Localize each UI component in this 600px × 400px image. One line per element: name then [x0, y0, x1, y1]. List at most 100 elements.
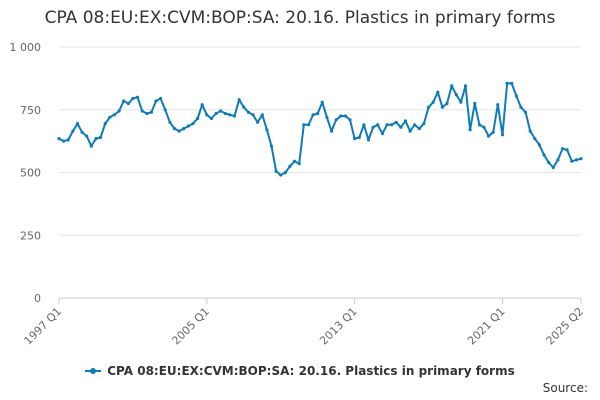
data-point[interactable] — [528, 129, 532, 133]
data-point[interactable] — [135, 95, 140, 99]
data-point[interactable] — [200, 103, 204, 107]
data-point[interactable] — [463, 84, 468, 88]
data-point[interactable] — [80, 130, 84, 134]
data-point[interactable] — [413, 123, 417, 127]
data-point[interactable] — [487, 134, 491, 138]
data-point[interactable] — [362, 123, 366, 127]
data-point[interactable] — [385, 123, 389, 127]
data-point[interactable] — [491, 130, 495, 134]
data-point[interactable] — [325, 115, 329, 119]
data-point[interactable] — [99, 135, 103, 139]
data-point[interactable] — [66, 138, 70, 142]
data-point[interactable] — [283, 170, 287, 175]
data-point[interactable] — [353, 137, 357, 141]
data-point[interactable] — [408, 129, 412, 133]
data-point[interactable] — [431, 100, 435, 104]
data-point[interactable] — [496, 103, 500, 107]
data-point[interactable] — [514, 94, 518, 98]
data-point[interactable] — [427, 105, 431, 109]
data-point[interactable] — [196, 116, 200, 121]
data-point[interactable] — [468, 128, 472, 132]
data-point[interactable] — [417, 127, 421, 131]
data-point[interactable] — [510, 81, 514, 85]
data-point[interactable] — [103, 122, 107, 126]
data-point[interactable] — [209, 116, 213, 121]
data-point[interactable] — [316, 111, 320, 116]
data-point[interactable] — [279, 173, 283, 177]
data-point[interactable] — [251, 113, 255, 117]
data-point[interactable] — [394, 120, 398, 124]
data-point[interactable] — [228, 113, 232, 117]
data-point[interactable] — [71, 129, 75, 133]
legend[interactable]: CPA 08:EU:EX:CVM:BOP:SA: 20.16. Plastics… — [0, 364, 600, 378]
data-point[interactable] — [297, 162, 301, 166]
data-point[interactable] — [339, 114, 343, 118]
data-point[interactable] — [112, 113, 116, 117]
data-point[interactable] — [542, 153, 546, 157]
data-point[interactable] — [436, 90, 440, 94]
data-point[interactable] — [482, 125, 486, 129]
data-point[interactable] — [269, 144, 274, 148]
data-point[interactable] — [246, 110, 250, 114]
data-point[interactable] — [145, 111, 149, 116]
data-point[interactable] — [422, 122, 426, 126]
data-point[interactable] — [445, 101, 449, 106]
data-point[interactable] — [565, 148, 569, 152]
data-point[interactable] — [293, 159, 297, 163]
data-point[interactable] — [163, 108, 167, 112]
data-point[interactable] — [477, 123, 481, 127]
data-point[interactable] — [473, 101, 477, 106]
data-point[interactable] — [168, 120, 172, 124]
data-point[interactable] — [131, 96, 135, 101]
data-point[interactable] — [570, 159, 574, 163]
data-point[interactable] — [306, 123, 311, 127]
data-point[interactable] — [334, 118, 338, 122]
data-point[interactable] — [454, 93, 458, 97]
data-point[interactable] — [205, 113, 209, 117]
data-point[interactable] — [172, 127, 177, 131]
data-point[interactable] — [311, 113, 315, 117]
data-point[interactable] — [232, 114, 237, 118]
data-point[interactable] — [537, 143, 542, 147]
data-point[interactable] — [551, 165, 555, 170]
data-point[interactable] — [556, 158, 560, 162]
data-point[interactable] — [191, 122, 195, 126]
data-point[interactable] — [366, 138, 371, 142]
data-point[interactable] — [242, 105, 246, 109]
data-point[interactable] — [149, 110, 153, 114]
data-point[interactable] — [108, 115, 112, 119]
data-point[interactable] — [219, 109, 223, 113]
data-point[interactable] — [186, 124, 190, 128]
data-point[interactable] — [376, 123, 380, 127]
data-point[interactable] — [343, 114, 347, 118]
data-point[interactable] — [177, 129, 181, 133]
data-point[interactable] — [390, 123, 394, 127]
data-point[interactable] — [329, 129, 334, 133]
data-point[interactable] — [85, 134, 89, 138]
data-point[interactable] — [122, 99, 126, 103]
data-point[interactable] — [94, 137, 98, 141]
data-point[interactable] — [440, 105, 444, 109]
data-point[interactable] — [237, 98, 241, 102]
data-point[interactable] — [75, 122, 80, 126]
data-point[interactable] — [519, 105, 523, 109]
data-point[interactable] — [574, 158, 579, 162]
data-point[interactable] — [524, 110, 528, 114]
data-point[interactable] — [302, 123, 306, 127]
data-point[interactable] — [57, 137, 61, 141]
data-point[interactable] — [533, 137, 537, 141]
data-point[interactable] — [560, 147, 565, 151]
data-point[interactable] — [371, 125, 375, 129]
data-point[interactable] — [260, 113, 264, 117]
data-point[interactable] — [126, 101, 130, 106]
data-point[interactable] — [579, 157, 583, 161]
data-point[interactable] — [288, 164, 292, 168]
data-point[interactable] — [380, 132, 384, 136]
data-point[interactable] — [214, 111, 218, 116]
data-point[interactable] — [547, 160, 551, 165]
data-point[interactable] — [320, 100, 324, 104]
data-point[interactable] — [159, 96, 163, 101]
data-point[interactable] — [140, 109, 144, 113]
data-point[interactable] — [265, 128, 269, 132]
data-point[interactable] — [62, 139, 66, 143]
